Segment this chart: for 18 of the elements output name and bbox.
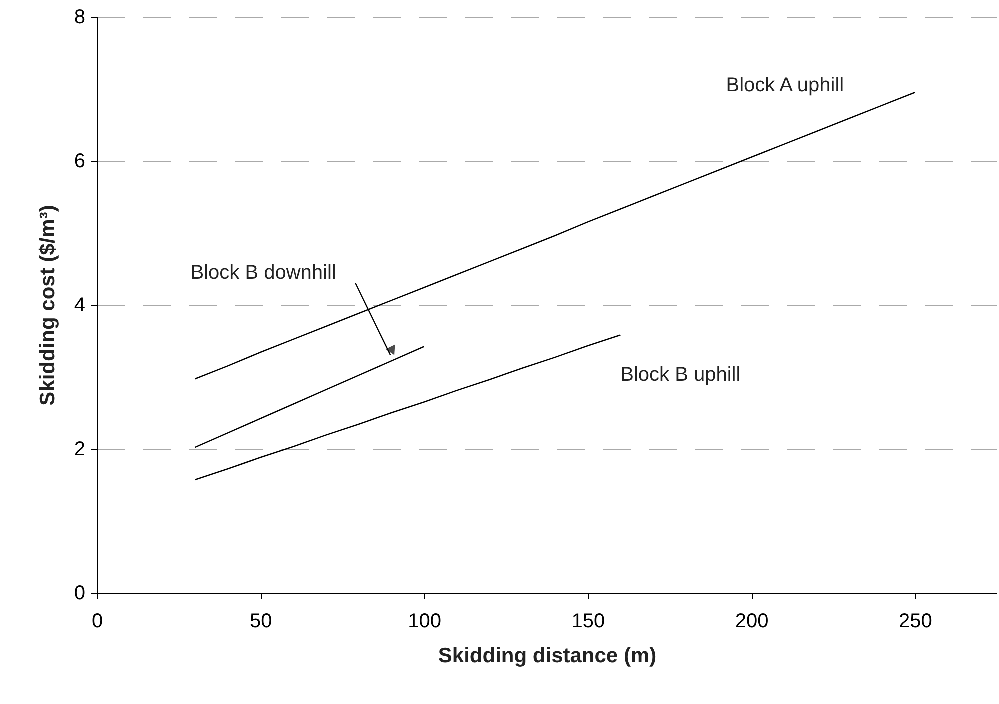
series-label: Block B uphill: [620, 364, 741, 386]
y-tick-label: 4: [74, 294, 86, 316]
line-series: [194, 334, 622, 481]
x-tick-label: 200: [735, 610, 769, 632]
x-axis-title: Skidding distance (m): [438, 644, 657, 668]
y-axis-title: Skidding cost ($/m³): [36, 205, 60, 406]
text: Block B downhill: [190, 262, 336, 284]
x-tick-label: 50: [250, 610, 272, 632]
x-tick-label: 0: [92, 610, 104, 632]
line-series: [194, 346, 425, 448]
y-tick-label: 0: [74, 582, 86, 604]
y-tick-label: 2: [74, 438, 86, 460]
series-label: Block A uphill: [726, 74, 844, 97]
x-tick-label: 150: [572, 610, 606, 632]
x-tick-label: 100: [408, 610, 442, 632]
x-tick-label: 250: [898, 610, 932, 632]
y-tick-label: 6: [74, 150, 86, 172]
y-tick-label: 8: [74, 6, 86, 28]
